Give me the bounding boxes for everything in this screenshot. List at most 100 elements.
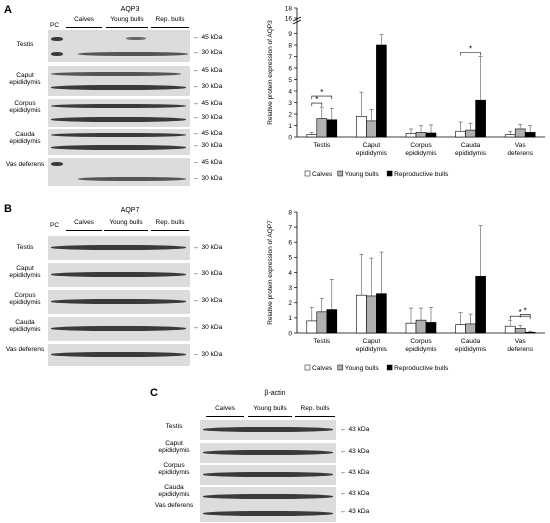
y-tick-label: 7 <box>288 54 292 61</box>
y-tick-label: 16 <box>285 15 293 22</box>
legend-label: Reproductive bulls <box>394 171 449 178</box>
kda-marker-corpus-30-a: ← 30 kDa <box>193 114 223 121</box>
row-label-caput-c: Caput epididymis <box>158 440 190 454</box>
significance-star: * <box>320 88 323 97</box>
kda-marker-testis-30-a: ← 30 kDa <box>193 49 223 56</box>
blot-strip-caput-a <box>48 66 190 96</box>
legend-label: Calves <box>312 171 333 178</box>
significance-star: * <box>315 95 318 104</box>
significance-bracket <box>311 95 333 100</box>
kda-label: 30 kDa <box>201 83 223 90</box>
row-label-corpus-b: Corpus epididymis <box>9 292 41 306</box>
kda-marker-vas-45-a: ← 45 kDa <box>193 159 223 166</box>
y-tick-label: 0 <box>288 134 292 141</box>
kda-marker-testis-c: ← 43 kDa <box>340 426 370 433</box>
kda-marker-cauda-30-a: ← 30 kDa <box>193 142 223 149</box>
blot-strip-cauda-b <box>48 317 190 341</box>
kda-marker-cauda-b: ← 30 kDa <box>193 324 223 331</box>
group-label-rep-bulls-c: Rep. bulls <box>300 405 330 412</box>
pc-label-b: PC <box>50 222 60 229</box>
legend-swatch <box>386 170 393 177</box>
row-label-cauda-b: Cauda epididymis <box>9 319 41 333</box>
legend-swatch <box>304 170 311 177</box>
y-tick-label: 3 <box>288 100 292 107</box>
row-label-testis-b: Testis <box>16 244 34 251</box>
group-label-rep-bulls-b: Rep. bulls <box>155 219 185 226</box>
significance-star: * <box>469 45 472 54</box>
blot-title-aqp7: AQP7 <box>120 207 140 214</box>
kda-label: 43 kDa <box>348 508 370 515</box>
row-label-vas-c: Vas deferens <box>154 502 194 509</box>
kda-label: 30 kDa <box>201 351 223 358</box>
panel-letter-a: A <box>4 4 12 16</box>
bar <box>465 129 476 138</box>
bar <box>316 118 328 138</box>
bar <box>524 132 536 138</box>
kda-label: 30 kDa <box>201 49 223 56</box>
group-label-calves-b: Calves <box>74 219 94 226</box>
row-label-corpus-a: Corpus epididymis <box>9 100 41 114</box>
group-line-calves-c <box>206 416 244 417</box>
y-tick-label: 6 <box>288 65 292 72</box>
bar <box>425 132 437 138</box>
y-tick-label: 1 <box>288 123 292 130</box>
x-tick-label: epididymis <box>405 150 437 157</box>
y-tick-label: 8 <box>288 42 292 49</box>
significance-bracket <box>460 52 481 56</box>
y-tick-label: 18 <box>285 5 293 12</box>
kda-marker-vas-30-a: ← 30 kDa <box>193 175 223 182</box>
kda-marker-caput-c: ← 43 kDa <box>340 448 370 455</box>
kda-label: 45 kDa <box>201 159 223 166</box>
row-label-vas-a: Vas deferens <box>5 161 45 168</box>
kda-label: 30 kDa <box>201 297 223 304</box>
bar <box>366 120 377 138</box>
y-tick-label: 4 <box>288 88 292 95</box>
row-label-corpus-c: Corpus epididymis <box>158 462 190 476</box>
group-label-young-bulls-a: Young bulls <box>110 16 144 23</box>
kda-label: 45 kDa <box>201 67 223 74</box>
x-tick-label: Vas <box>515 142 527 149</box>
kda-marker-caput-b: ← 30 kDa <box>193 270 223 277</box>
row-label-vas-b: Vas deferens <box>5 346 45 353</box>
kda-label: 43 kDa <box>348 426 370 433</box>
x-tick-label: Corpus <box>410 142 432 149</box>
kda-marker-cauda-45-a: ← 45 kDa <box>193 130 223 137</box>
kda-label: 45 kDa <box>201 34 223 41</box>
y-tick-label: 2 <box>288 111 292 118</box>
kda-marker-testis-b: ← 30 kDa <box>193 244 223 251</box>
kda-marker-vas-b: ← 30 kDa <box>193 351 223 358</box>
group-line-young-bulls-b <box>104 230 148 231</box>
legend-swatch <box>337 170 344 177</box>
bar <box>376 44 387 138</box>
group-label-young-bulls-c: Young bulls <box>253 405 287 412</box>
row-label-caput-a: Caput epididymis <box>9 72 41 86</box>
blot-strip-testis-b <box>48 236 190 260</box>
kda-label: 30 kDa <box>201 244 223 251</box>
kda-label: 43 kDa <box>348 490 370 497</box>
group-label-rep-bulls-a: Rep. bulls <box>155 16 185 23</box>
kda-marker-cauda-c: ← 43 kDa <box>340 490 370 497</box>
x-tick-label: deferens <box>507 150 533 157</box>
kda-marker-testis-45-a: ← 45 kDa <box>193 34 223 41</box>
legend-label: Young bulls <box>345 171 380 178</box>
x-tick-label: epididymis <box>455 150 487 157</box>
group-label-young-bulls-b: Young bulls <box>109 219 143 226</box>
bar <box>306 134 318 138</box>
y-tick-label: 5 <box>288 77 292 84</box>
kda-label: 45 kDa <box>201 130 223 137</box>
blot-strip-corpus-b <box>48 290 190 314</box>
kda-label: 30 kDa <box>201 324 223 331</box>
x-tick-label: Testis <box>313 142 331 149</box>
row-label-caput-b: Caput epididymis <box>9 265 41 279</box>
panel-letter-c: C <box>150 387 158 399</box>
kda-label: 30 kDa <box>201 142 223 149</box>
kda-marker-vas-c: ← 43 kDa <box>340 508 370 515</box>
x-tick-label: epididymis <box>356 150 388 157</box>
blot-strip-corpus-a <box>48 99 190 127</box>
blot-strip-cauda-a <box>48 129 190 155</box>
significance-bracket <box>311 102 323 107</box>
kda-label: 43 kDa <box>348 469 370 476</box>
kda-label: 30 kDa <box>201 270 223 277</box>
bar <box>504 134 516 138</box>
